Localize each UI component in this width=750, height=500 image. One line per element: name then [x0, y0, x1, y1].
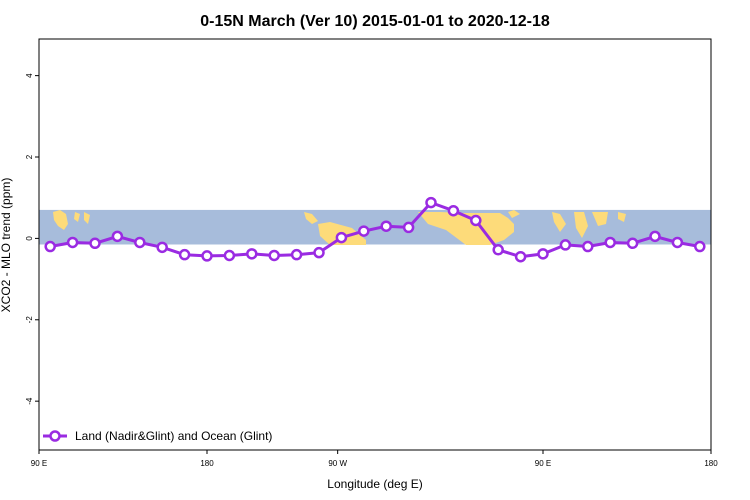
data-point: [358, 225, 370, 237]
y-tick-label: -2: [25, 316, 34, 324]
land-region: [74, 212, 80, 222]
data-point: [313, 246, 325, 259]
x-tick-label: 180: [704, 459, 718, 468]
plot-frame: [38, 38, 712, 451]
data-point: [604, 236, 616, 249]
x-tick-label: 90 E: [535, 459, 551, 468]
chart-title: 0-15N March (Ver 10) 2015-01-01 to 2020-…: [200, 13, 550, 30]
x-axis-label: Longitude (deg E): [327, 477, 422, 491]
data-point: [694, 240, 706, 253]
data-point: [626, 237, 639, 250]
data-point: [111, 230, 124, 243]
data-point: [290, 248, 303, 261]
legend-label: Land (Nadir&Glint) and Ocean (Glint): [75, 429, 272, 443]
x-tick-label: 90 E: [31, 459, 47, 468]
data-point: [582, 240, 594, 253]
data-point: [514, 250, 527, 263]
land-region: [618, 212, 626, 222]
y-tick-label: -4: [25, 397, 34, 405]
data-point: [201, 250, 213, 262]
data-point: [559, 239, 572, 251]
data-point: [268, 249, 280, 262]
legend: Land (Nadir&Glint) and Ocean (Glint): [43, 429, 272, 443]
data-point: [447, 204, 460, 217]
data-point: [335, 231, 348, 244]
data-point: [402, 221, 415, 234]
land-region: [84, 212, 90, 224]
series-layer: [44, 196, 706, 263]
data-point: [134, 236, 146, 249]
legend-marker-swatch: [49, 430, 61, 442]
data-point: [492, 244, 504, 256]
x-tick-label: 180: [200, 459, 214, 468]
data-point: [89, 237, 101, 250]
data-point: [246, 248, 258, 260]
y-axis: -4 -2 0 2 4: [25, 73, 39, 405]
data-point: [223, 249, 236, 262]
data-point: [649, 230, 661, 243]
land-region: [508, 210, 520, 218]
land-region: [53, 210, 68, 230]
x-tick-label: 90 W: [328, 459, 347, 468]
y-tick-label: 2: [25, 154, 34, 159]
data-point: [380, 220, 392, 232]
data-point: [425, 196, 437, 209]
x-axis: 90 E 180 90 W 90 E 180: [31, 450, 718, 468]
data-point: [537, 248, 549, 260]
land-region: [592, 212, 608, 226]
data-point: [66, 236, 79, 249]
land-region: [304, 212, 318, 224]
data-point: [44, 240, 56, 253]
data-point: [470, 214, 482, 227]
land-region: [574, 212, 588, 238]
y-axis-label: XCO2 - MLO trend (ppm): [0, 178, 13, 313]
data-point: [178, 248, 191, 261]
data-point: [156, 241, 168, 254]
y-tick-label: 4: [25, 73, 34, 78]
y-tick-label: 0: [25, 236, 34, 241]
data-point: [671, 236, 684, 249]
land-region: [552, 212, 566, 232]
